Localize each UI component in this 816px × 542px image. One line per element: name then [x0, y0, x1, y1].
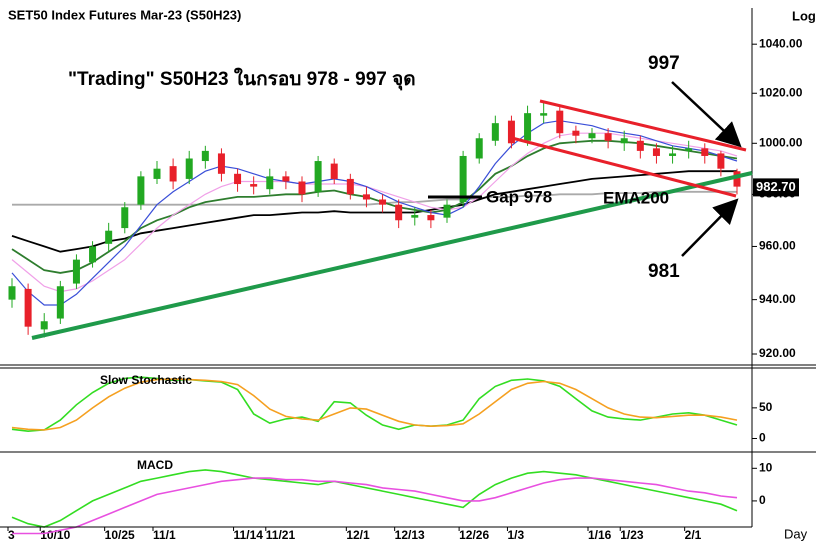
y-tick-label: 920.00	[759, 346, 796, 360]
candle-body	[540, 113, 548, 116]
candle-body	[411, 215, 419, 218]
candle-body	[282, 176, 290, 182]
candle-body	[298, 181, 306, 195]
candle-body	[217, 153, 225, 174]
candle-body	[8, 286, 16, 300]
x-tick-label: 1/3	[507, 528, 524, 542]
candle-body	[524, 113, 532, 141]
price-tag-label: 982.70	[756, 179, 796, 194]
y-tick-label: 940.00	[759, 292, 796, 306]
candle-body	[701, 148, 709, 156]
x-tick-label: 12/26	[459, 528, 489, 542]
annotation: Gap 978	[486, 187, 552, 206]
candle-body	[491, 123, 499, 141]
x-tick-label: 11/1	[153, 528, 176, 542]
channel-top	[539, 99, 747, 152]
indicator-line	[11, 170, 737, 253]
candle-body	[507, 120, 515, 144]
candle-body	[556, 110, 564, 134]
y-tick-label: 0	[759, 431, 766, 445]
candle-body	[40, 321, 48, 330]
indicator-line	[11, 132, 738, 293]
candle-body	[266, 176, 274, 190]
candle-body	[250, 184, 258, 187]
y-tick-label: 50	[759, 400, 773, 414]
trend-line	[31, 171, 753, 340]
candle-body	[121, 207, 129, 229]
candle-body	[56, 286, 64, 319]
candle-body	[685, 148, 693, 151]
candle-body	[379, 199, 387, 205]
indicator-line	[11, 139, 738, 274]
candle-body	[201, 150, 209, 162]
headline: "Trading" S50H23 ในกรอบ 978 - 997 จุด	[68, 67, 416, 91]
candle-body	[652, 148, 660, 156]
y-tick-label: 1000.00	[759, 135, 803, 149]
x-tick-label: 11/21	[266, 528, 296, 542]
x-tick-label: 12/13	[395, 528, 425, 542]
candle-body	[105, 230, 113, 244]
candle-body	[475, 138, 483, 159]
x-tick-label: 10/10	[40, 528, 70, 542]
arrow	[681, 198, 739, 257]
indicator-line	[11, 120, 738, 306]
candle-body	[24, 288, 32, 327]
x-tick-label: 1/23	[620, 528, 644, 542]
candle-body	[604, 133, 612, 141]
candle-body	[185, 158, 193, 179]
x-tick-label: 1/16	[588, 528, 612, 542]
candle-body	[169, 166, 177, 182]
candle-body	[72, 259, 80, 284]
candle-body	[636, 140, 644, 151]
candle-body	[153, 168, 161, 179]
scale-label: Log	[792, 8, 816, 23]
indicator-line	[11, 376, 738, 433]
candle-body	[137, 176, 145, 205]
candle-body	[395, 204, 403, 221]
candle-body	[717, 153, 725, 169]
y-tick-label: 0	[759, 493, 766, 507]
candle-body	[234, 173, 242, 185]
candle-body	[588, 133, 596, 139]
candle-body	[443, 204, 451, 218]
panel-title: MACD	[137, 458, 173, 472]
y-tick-label: 10	[759, 460, 773, 474]
candle-body	[330, 163, 338, 179]
x-tick-label: 3	[8, 528, 15, 542]
price-tag	[753, 178, 799, 197]
arrow	[671, 81, 742, 148]
y-tick-label: 960.00	[759, 239, 796, 253]
x-tick-label: 11/14	[234, 528, 264, 542]
annotation: 981	[648, 261, 680, 282]
annotation: EMA200	[603, 188, 669, 207]
channel-bottom	[511, 136, 737, 198]
candle-body	[362, 194, 370, 200]
candle-body	[620, 138, 628, 144]
x-axis-label: Day	[784, 526, 808, 541]
annotation: 997	[648, 53, 680, 74]
x-tick-label: 10/25	[105, 528, 135, 542]
chart-title: SET50 Index Futures Mar-23 (S50H23)	[8, 7, 241, 22]
candle-body	[669, 153, 677, 156]
candle-body	[733, 171, 741, 187]
candle-body	[346, 178, 354, 195]
candle-body	[314, 161, 322, 192]
candle-body	[89, 246, 97, 263]
panel-title: Slow Stochastic	[100, 373, 192, 387]
x-tick-label: 2/1	[685, 528, 702, 542]
indicator-line	[12, 190, 737, 206]
x-tick-label: 12/1	[346, 528, 370, 542]
candle-body	[572, 130, 580, 136]
indicator-line	[11, 378, 738, 431]
indicator-line	[11, 469, 738, 528]
candle-body	[459, 155, 467, 203]
y-tick-label: 1020.00	[759, 85, 803, 99]
candle-body	[427, 215, 435, 221]
indicator-line	[12, 477, 738, 535]
y-tick-label: 1040.00	[759, 36, 803, 50]
plot-area: 920.00940.00960.00980.001000.001020.0010…	[7, 36, 803, 542]
